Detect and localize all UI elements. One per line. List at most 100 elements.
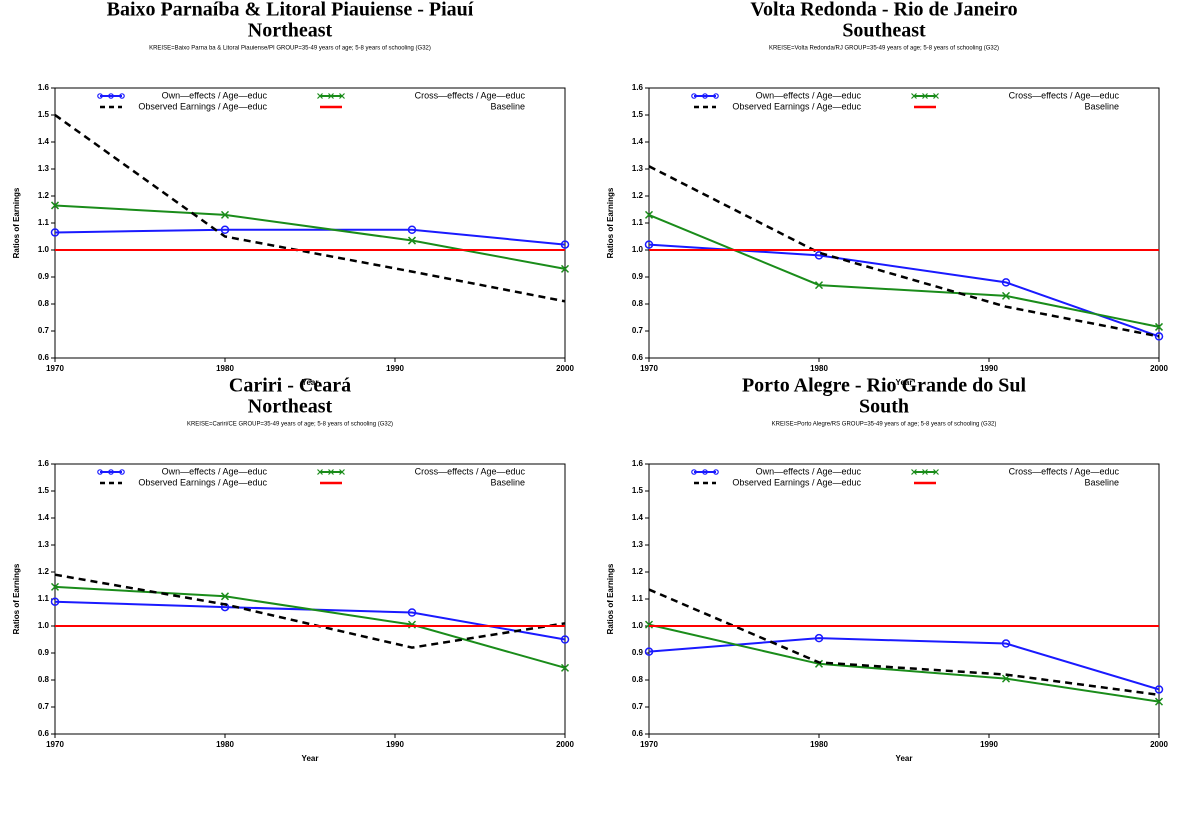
y-tick-label: 0.6: [632, 353, 644, 362]
chart-note: KREISE=Porto Alegre/RS GROUP=35-49 years…: [772, 422, 997, 428]
legend-swatch: [97, 469, 103, 475]
point-marker: [407, 608, 417, 617]
y-tick-label: 1.4: [632, 137, 644, 146]
legend-swatch: [922, 93, 928, 99]
y-tick-label: 0.7: [38, 702, 50, 711]
legend-swatch: [702, 93, 708, 99]
legend-swatch: [317, 469, 323, 475]
y-tick-label: 0.6: [632, 729, 644, 738]
series-line: [648, 623, 1160, 703]
legend-label: Observed Earnings / Age—educ: [732, 101, 861, 111]
y-axis-label: Ratios of Earnings: [606, 563, 615, 634]
point-marker: [1154, 697, 1164, 706]
y-tick-label: 1.3: [38, 540, 50, 549]
y-tick-label: 1.4: [632, 513, 644, 522]
x-tick-label: 1980: [216, 740, 234, 749]
point-marker: [814, 251, 824, 260]
legend-swatch: [97, 93, 103, 99]
point-marker: [814, 281, 824, 290]
chart-subtitle: Northeast: [248, 20, 333, 42]
series-line: [54, 573, 566, 649]
point-marker: [1001, 291, 1011, 300]
legend-swatch: [339, 93, 345, 99]
y-tick-label: 1.0: [632, 245, 644, 254]
y-tick-label: 1.1: [632, 218, 644, 227]
chart-title: Cariri - Ceará: [229, 375, 351, 397]
series-line: [54, 600, 566, 641]
point-marker: [644, 210, 654, 219]
x-tick-label: 1970: [640, 740, 658, 749]
x-tick-label: 1980: [216, 364, 234, 373]
series-line: [648, 165, 1160, 338]
point-marker: [407, 236, 417, 245]
point-marker: [1154, 332, 1164, 341]
plot-frame: [648, 87, 1160, 359]
chart-subtitle: South: [859, 396, 909, 418]
y-tick-label: 1.6: [38, 83, 50, 92]
legend-swatch: [933, 93, 939, 99]
plot-frame: [648, 463, 1160, 735]
x-tick-label: 1980: [810, 364, 828, 373]
y-axis-label: Ratios of Earnings: [12, 563, 21, 634]
point-marker: [644, 647, 654, 656]
chart-note: KREISE=Cariri/CE GROUP=35-49 years of ag…: [187, 422, 393, 428]
y-tick-label: 0.9: [38, 648, 50, 657]
x-tick-label: 1990: [386, 740, 404, 749]
chart-note: KREISE=Volta Redonda/RJ GROUP=35-49 year…: [769, 46, 999, 52]
legend-label: Baseline: [1084, 477, 1119, 487]
y-tick-label: 0.9: [632, 648, 644, 657]
point-marker: [1001, 674, 1011, 683]
legend-swatch: [713, 93, 719, 99]
point-marker: [1001, 278, 1011, 287]
y-tick-label: 1.4: [38, 137, 50, 146]
y-tick-label: 1.6: [632, 459, 644, 468]
point-marker: [220, 210, 230, 219]
legend-label: Baseline: [490, 477, 525, 487]
y-tick-label: 0.9: [38, 272, 50, 281]
x-axis-label: Year: [302, 378, 319, 387]
x-tick-label: 1970: [46, 364, 64, 373]
legend-swatch: [317, 93, 323, 99]
legend-label: Cross—effects / Age—educ: [415, 90, 526, 100]
point-marker: [560, 663, 570, 672]
x-tick-label: 2000: [556, 740, 574, 749]
y-tick-label: 1.5: [632, 110, 644, 119]
y-tick-label: 0.7: [38, 326, 50, 335]
chart-title: Volta Redonda - Rio de Janeiro: [750, 0, 1017, 21]
point-marker: [814, 633, 824, 643]
x-tick-label: 1970: [46, 740, 64, 749]
x-tick-label: 1980: [810, 740, 828, 749]
legend-swatch: [691, 469, 697, 475]
legend-label: Own—effects / Age—educ: [162, 466, 268, 476]
x-tick-label: 1990: [980, 364, 998, 373]
legend-label: Observed Earnings / Age—educ: [138, 101, 267, 111]
x-tick-label: 1990: [980, 740, 998, 749]
legend-label: Baseline: [1084, 101, 1119, 111]
legend-swatch: [922, 469, 928, 475]
chart-panel: Baixo Parnaíba & Litoral Piauiense - Pia…: [12, 0, 574, 387]
point-marker: [644, 240, 654, 249]
y-tick-label: 1.3: [632, 540, 644, 549]
y-axis-label: Ratios of Earnings: [12, 187, 21, 258]
legend-label: Own—effects / Age—educ: [756, 466, 862, 476]
legend-swatch: [328, 93, 334, 99]
legend-swatch: [702, 469, 708, 475]
point-marker: [1001, 639, 1011, 648]
point-marker: [1154, 322, 1164, 331]
point-marker: [50, 228, 60, 237]
legend-swatch: [328, 469, 334, 475]
plot-frame: [54, 463, 566, 735]
y-tick-label: 0.8: [632, 675, 644, 684]
legend-swatch: [108, 93, 114, 99]
legend-swatch: [911, 93, 917, 99]
x-tick-label: 2000: [1150, 740, 1168, 749]
legend-label: Cross—effects / Age—educ: [1009, 466, 1120, 476]
y-tick-label: 0.8: [38, 299, 50, 308]
chart-note: KREISE=Baixo Parna ba & Litoral Piauiens…: [149, 46, 431, 52]
point-marker: [560, 264, 570, 273]
y-tick-label: 0.8: [38, 675, 50, 684]
y-tick-label: 1.0: [38, 245, 50, 254]
y-tick-label: 1.2: [38, 191, 50, 200]
legend-swatch: [339, 469, 345, 475]
